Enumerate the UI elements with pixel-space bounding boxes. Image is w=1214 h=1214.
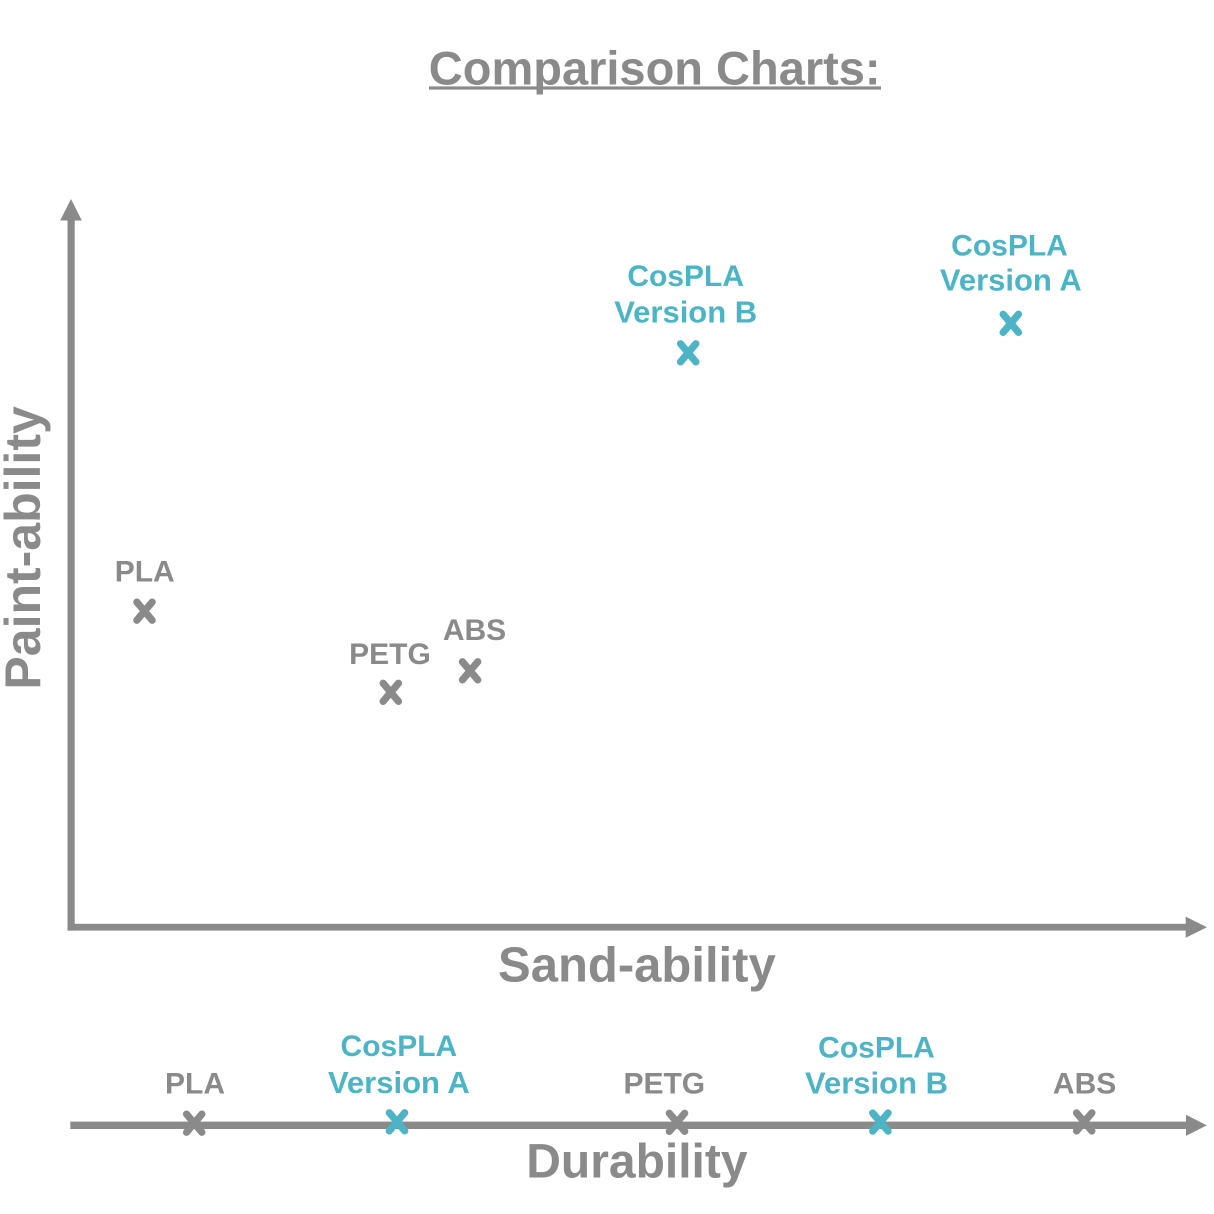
svg-text:Version B: Version B	[614, 294, 757, 329]
svg-text:PLA: PLA	[115, 556, 175, 589]
svg-text:PETG: PETG	[623, 1068, 705, 1101]
svg-text:CosPLA: CosPLA	[951, 230, 1068, 263]
svg-text:ABS: ABS	[1053, 1067, 1116, 1100]
svg-text:CosPLA: CosPLA	[627, 260, 744, 293]
svg-text:ABS: ABS	[443, 614, 506, 647]
svg-text:Paint-ability: Paint-ability	[0, 406, 51, 690]
svg-text:Durability: Durability	[526, 1135, 748, 1188]
svg-text:Version A: Version A	[328, 1065, 470, 1100]
svg-text:PETG: PETG	[349, 638, 431, 671]
svg-text:Sand-ability: Sand-ability	[498, 938, 776, 992]
svg-text:Comparison Charts:: Comparison Charts:	[429, 42, 881, 95]
svg-text:Version B: Version B	[805, 1066, 948, 1101]
svg-text:Version A: Version A	[940, 263, 1082, 298]
svg-text:CosPLA: CosPLA	[818, 1031, 935, 1064]
svg-text:PLA: PLA	[165, 1067, 225, 1100]
svg-text:CosPLA: CosPLA	[341, 1030, 458, 1063]
